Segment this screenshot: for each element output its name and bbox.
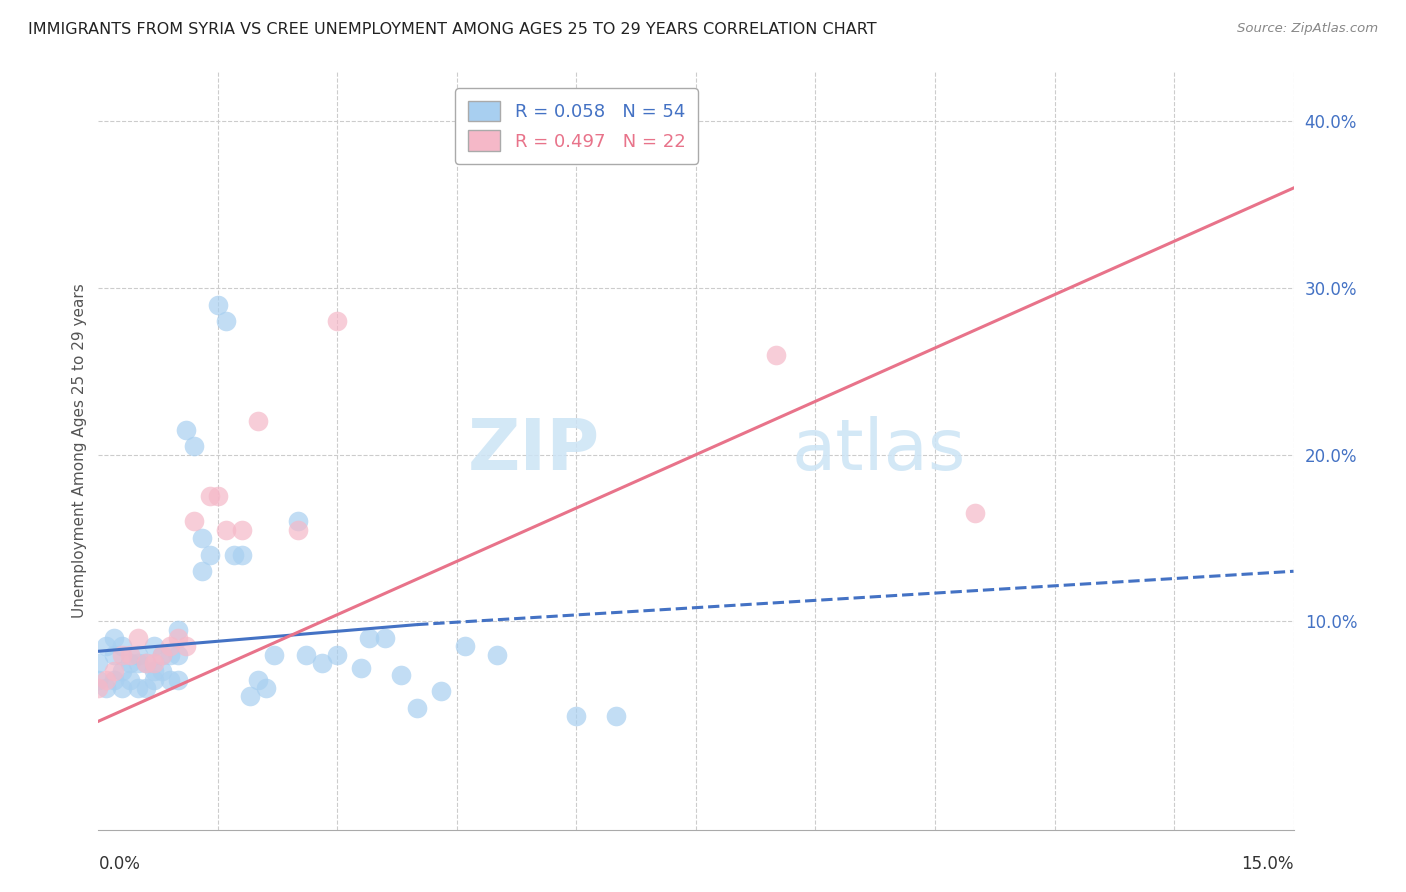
Point	[150, 648, 173, 662]
Point	[120, 648, 142, 662]
Point	[191, 564, 214, 578]
Point	[207, 489, 229, 503]
Point	[87, 673, 110, 687]
Point	[183, 439, 205, 453]
Point	[605, 709, 627, 723]
Point	[127, 631, 149, 645]
Point	[103, 673, 125, 687]
Point	[127, 648, 149, 662]
Point	[159, 648, 181, 662]
Point	[127, 681, 149, 695]
Point	[198, 548, 221, 562]
Point	[167, 673, 190, 687]
Point	[326, 314, 349, 328]
Point	[87, 656, 110, 670]
Point	[198, 489, 221, 503]
Point	[150, 648, 173, 662]
Point	[143, 640, 166, 654]
Point	[191, 531, 214, 545]
Point	[311, 656, 333, 670]
Point	[454, 640, 477, 654]
Point	[96, 673, 118, 687]
Point	[222, 548, 245, 562]
Point	[103, 665, 125, 679]
Point	[565, 709, 588, 723]
Point	[87, 681, 110, 695]
Point	[167, 623, 190, 637]
Point	[167, 648, 190, 662]
Point	[167, 631, 190, 645]
Text: Source: ZipAtlas.com: Source: ZipAtlas.com	[1237, 22, 1378, 36]
Point	[287, 514, 309, 528]
Text: 15.0%: 15.0%	[1241, 855, 1294, 872]
Point	[135, 656, 157, 670]
Point	[215, 523, 238, 537]
Point	[287, 523, 309, 537]
Point	[143, 665, 166, 679]
Point	[231, 548, 253, 562]
Point	[246, 673, 269, 687]
Point	[406, 701, 429, 715]
Text: atlas: atlas	[792, 416, 966, 485]
Point	[263, 648, 285, 662]
Point	[389, 667, 412, 681]
Point	[246, 414, 269, 428]
Point	[135, 656, 157, 670]
Point	[103, 648, 125, 662]
Point	[111, 640, 134, 654]
Point	[326, 648, 349, 662]
Point	[96, 640, 118, 654]
Point	[231, 523, 253, 537]
Point	[143, 673, 166, 687]
Point	[103, 631, 125, 645]
Point	[111, 665, 134, 679]
Point	[120, 656, 142, 670]
Point	[430, 684, 453, 698]
Point	[359, 631, 381, 645]
Text: IMMIGRANTS FROM SYRIA VS CREE UNEMPLOYMENT AMONG AGES 25 TO 29 YEARS CORRELATION: IMMIGRANTS FROM SYRIA VS CREE UNEMPLOYME…	[28, 22, 877, 37]
Point	[127, 656, 149, 670]
Point	[183, 514, 205, 528]
Point	[350, 661, 373, 675]
Point	[135, 681, 157, 695]
Point	[174, 640, 197, 654]
Point	[111, 681, 134, 695]
Point	[294, 648, 316, 662]
Point	[254, 681, 277, 695]
Point	[485, 648, 508, 662]
Legend: R = 0.058   N = 54, R = 0.497   N = 22: R = 0.058 N = 54, R = 0.497 N = 22	[456, 88, 697, 164]
Point	[963, 506, 986, 520]
Point	[159, 673, 181, 687]
Point	[159, 640, 181, 654]
Point	[120, 673, 142, 687]
Point	[143, 656, 166, 670]
Point	[374, 631, 396, 645]
Point	[765, 348, 787, 362]
Point	[239, 690, 262, 704]
Point	[207, 298, 229, 312]
Point	[215, 314, 238, 328]
Y-axis label: Unemployment Among Ages 25 to 29 years: Unemployment Among Ages 25 to 29 years	[72, 283, 87, 618]
Text: 0.0%: 0.0%	[98, 855, 141, 872]
Point	[174, 423, 197, 437]
Point	[96, 681, 118, 695]
Point	[150, 665, 173, 679]
Point	[111, 648, 134, 662]
Text: ZIP: ZIP	[468, 416, 600, 485]
